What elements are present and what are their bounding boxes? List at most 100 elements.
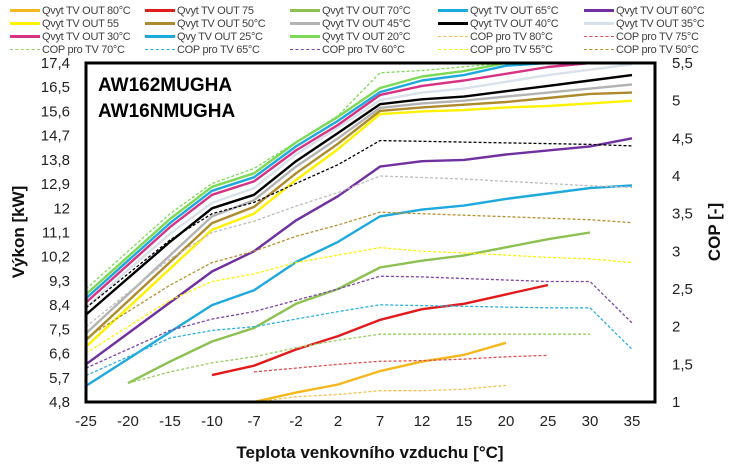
legend-swatch — [290, 35, 320, 38]
legend-swatch — [584, 22, 614, 25]
legend-item: Qvyt TV OUT 75 — [145, 4, 254, 17]
legend-swatch — [584, 9, 614, 12]
legend-swatch — [290, 22, 320, 25]
x-tick-label: -7 — [247, 413, 260, 430]
x-tick-label: 2 — [334, 413, 342, 430]
series-line-17 — [85, 275, 633, 369]
legend-swatch — [438, 49, 468, 50]
legend-label: Qvyt TV OUT 75 — [177, 4, 254, 17]
y2-tick-label: 3,5 — [672, 206, 693, 223]
x-tick-label: 30 — [582, 413, 599, 430]
legend-item: Qvyt TV OUT 55 — [10, 17, 119, 30]
legend-swatch — [145, 49, 175, 50]
series-line-5 — [85, 99, 633, 348]
series-layer — [85, 61, 633, 404]
model-label-2: AW16NMUGHA — [98, 101, 236, 122]
legend-label: COP pro TV 80°C — [470, 30, 553, 43]
legend: Qvyt TV OUT 80°C Qvyt TV OUT 75 Qvyt TV OU… — [0, 0, 734, 58]
y2-axis-title: COP [-] — [705, 203, 724, 261]
series-line-19 — [85, 211, 633, 339]
x-tick-label: 12 — [414, 413, 431, 430]
y-axis-ticks: 4,8 5,7 6,6 7,5 8,4 9,3 10,2 11,1 12 12,9 13,8 14,7… — [41, 55, 70, 411]
legend-item: COP pro TV 70°C — [10, 43, 125, 56]
legend-label: Qvyt TV OUT 65°C — [470, 4, 559, 17]
x-tick-label: 20 — [498, 413, 515, 430]
legend-swatch — [584, 49, 614, 50]
legend-label: Qvyt TV OUT 35°C — [616, 17, 705, 30]
series-line-7 — [85, 83, 633, 335]
series-line-20 — [85, 175, 633, 328]
series-line-13 — [253, 384, 507, 403]
x-tick-label: -20 — [117, 413, 139, 430]
y2-tick-label: 2 — [672, 319, 680, 336]
y-tick-label: 9,3 — [49, 273, 70, 290]
legend-item: Qvyt TV OUT 65°C — [438, 4, 559, 17]
legend-label: COP pro TV 55°C — [470, 43, 553, 56]
legend-item: Qvy TV OUT 25°C — [145, 30, 263, 43]
y-tick-label: 15,6 — [41, 103, 70, 120]
legend-item: Qvyt TV OUT 40°C — [438, 17, 559, 30]
x-axis-ticks: -25 -20 -15 -10 -7 -2 2 7 12 15 20 25 30 35 — [75, 413, 640, 430]
legend-label: Qvyt TV OUT 60°C — [616, 4, 705, 17]
y-axis-title: Výkon [kW] — [9, 186, 28, 279]
series-line-3 — [85, 184, 633, 387]
series-line-10 — [85, 61, 591, 304]
series-line-2 — [127, 231, 591, 385]
legend-item: Qvyt TV OUT 50°C — [145, 17, 266, 30]
y-tick-label: 17,4 — [41, 55, 70, 72]
series-line-1 — [211, 283, 549, 377]
legend-label: COP pro TV 65°C — [177, 43, 260, 56]
y-tick-label: 11,1 — [42, 225, 70, 242]
series-line-6 — [85, 91, 633, 341]
legend-label: COP pro TV 70°C — [42, 43, 125, 56]
legend-item: COP pro TV 60°C — [290, 43, 405, 56]
legend-label: COP pro TV 60°C — [322, 43, 405, 56]
legend-item: COP pro TV 80°C — [438, 30, 553, 43]
y2-tick-label: 2,5 — [672, 281, 693, 298]
legend-item: Qvyt TV OUT 60°C — [584, 4, 705, 17]
legend-label: Qvyt TV OUT 20°C — [322, 30, 411, 43]
legend-label: Qvy TV OUT 25°C — [177, 30, 263, 43]
legend-item: Qvyt TV OUT 35°C — [584, 17, 705, 30]
legend-label: Qvyt TV OUT 30°C — [42, 30, 131, 43]
legend-item: COP pro TV 50°C — [584, 43, 699, 56]
y2-tick-label: 3 — [672, 243, 680, 260]
x-tick-label: 15 — [456, 413, 473, 430]
legend-item: COP pro TV 65°C — [145, 43, 260, 56]
y2-axis-ticks: 1 1,5 2 2,5 3 3,5 4 4,5 5 5,5 — [672, 55, 693, 411]
y2-tick-label: 5,5 — [672, 55, 693, 72]
legend-label: Qvyt TV OUT 80°C — [42, 4, 131, 17]
y-tick-label: 12,9 — [41, 176, 70, 193]
legend-label: COP pro TV 50°C — [616, 43, 699, 56]
y2-tick-label: 4,5 — [672, 130, 693, 147]
series-line-12 — [85, 61, 507, 296]
legend-label: Qvyt TV OUT 45°C — [322, 17, 411, 30]
series-line-15 — [127, 333, 590, 384]
y-tick-label: 14,7 — [41, 128, 70, 145]
y-tick-label: 12 — [53, 200, 70, 217]
y-tick-label: 4,8 — [49, 394, 70, 411]
legend-label: Qvyt TV OUT 55 — [42, 17, 119, 30]
y-tick-label: 10,2 — [41, 249, 70, 266]
x-tick-label: 25 — [540, 413, 557, 430]
series-line-18 — [85, 246, 633, 354]
y2-tick-label: 1,5 — [672, 356, 693, 373]
x-tick-label: -2 — [289, 413, 302, 430]
legend-item: Qvyt TV OUT 80°C — [10, 4, 131, 17]
x-axis-title: Teplota venkovního vzduchu [°C] — [236, 443, 503, 462]
x-tick-label: -25 — [75, 413, 97, 430]
series-line-11 — [85, 61, 549, 300]
x-tick-label: -10 — [201, 413, 223, 430]
legend-swatch — [438, 22, 468, 25]
legend-swatch — [584, 36, 614, 37]
legend-item: Qvyt TV OUT 70°C — [290, 4, 411, 17]
y-tick-label: 16,5 — [41, 79, 70, 96]
y2-tick-label: 1 — [672, 394, 680, 411]
x-tick-label: -15 — [159, 413, 181, 430]
legend-label: Qvyt TV OUT 50°C — [177, 17, 266, 30]
legend-swatch — [145, 9, 175, 12]
model-label-1: AW162MUGHA — [98, 75, 232, 96]
legend-swatch — [145, 35, 175, 38]
series-line-16 — [85, 304, 633, 377]
legend-swatch — [290, 49, 320, 50]
